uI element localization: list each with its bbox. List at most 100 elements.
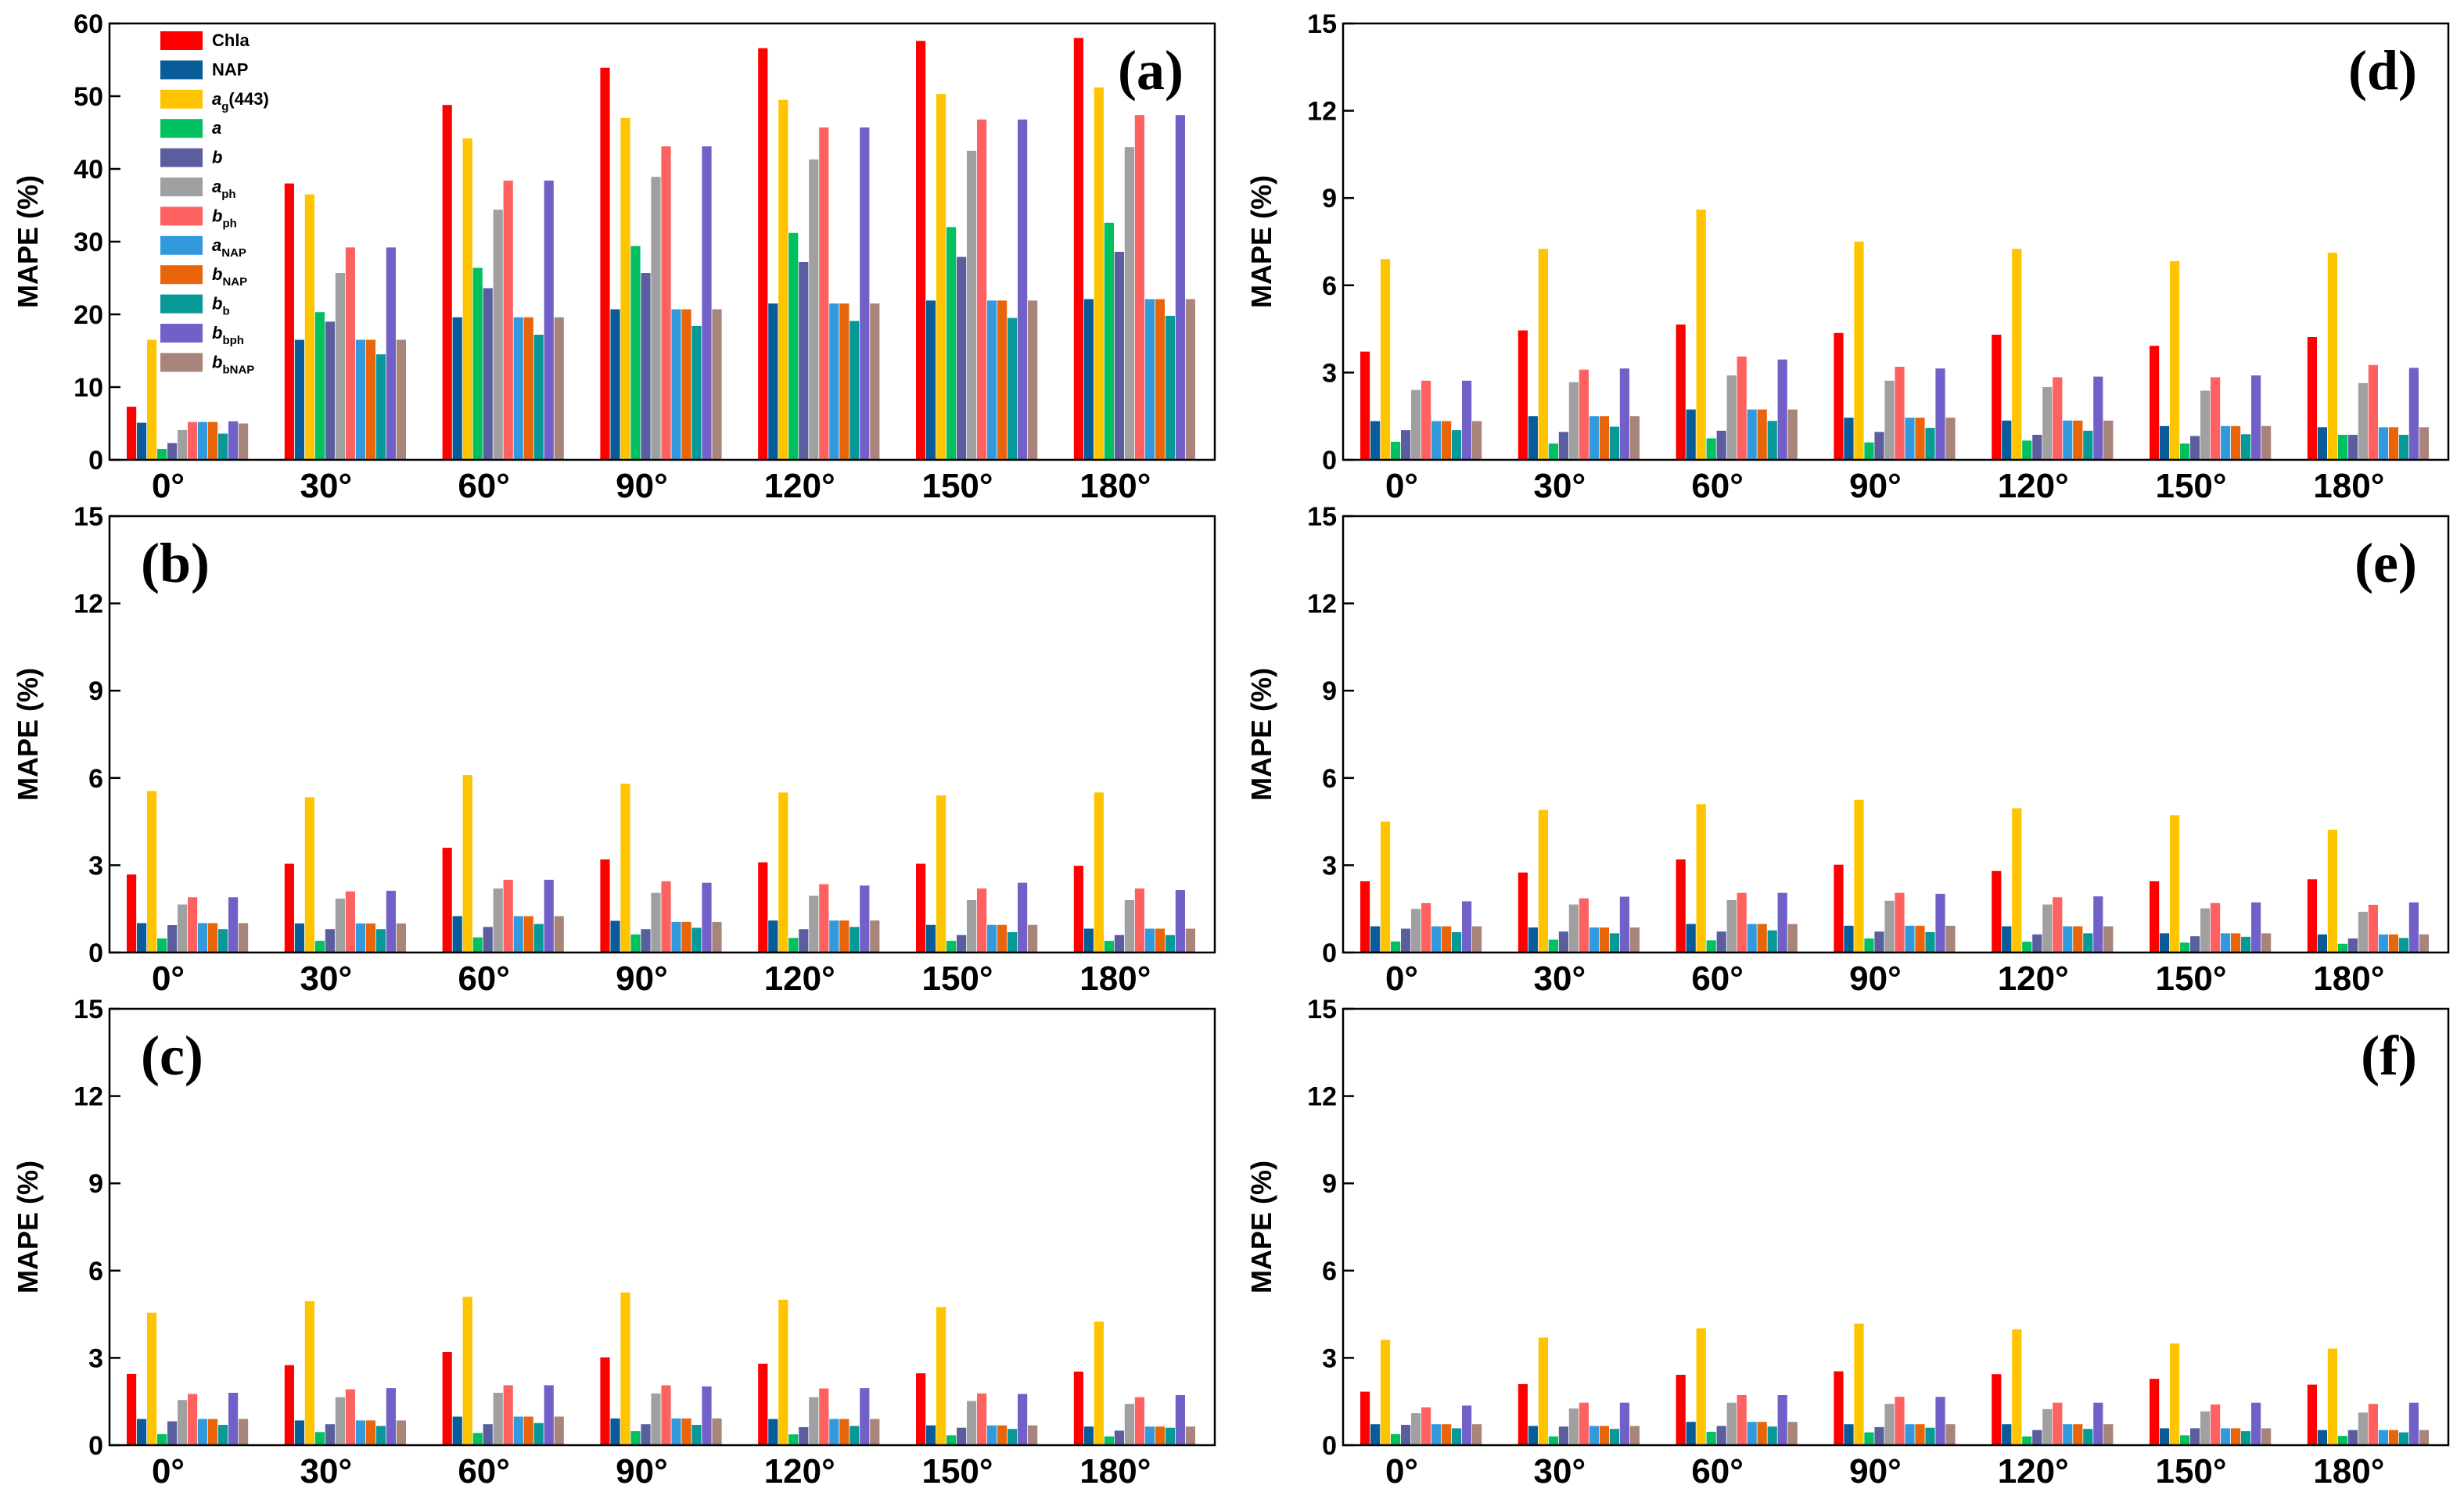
bar-b_ph-150° <box>977 888 987 952</box>
bar-Chla-30° <box>1518 330 1528 460</box>
bar-b_ph-180° <box>2368 905 2378 952</box>
bar-NAP-90° <box>610 920 620 952</box>
bar-a_NAP-30° <box>1589 1426 1599 1445</box>
bar-b_bph-120° <box>860 1388 870 1445</box>
panel-label: (e) <box>2354 532 2417 594</box>
bar-b_ph-90° <box>1895 367 1905 460</box>
bar-Chla-180° <box>1073 38 1083 461</box>
bar-b-30° <box>325 1424 335 1445</box>
bar-a_g(443)-120° <box>2012 249 2022 460</box>
bar-a_ph-30° <box>335 273 345 460</box>
legend: Chla NAP ag(443) ab aph bph aNAP bNAP bb bbph bbNA… <box>160 30 269 376</box>
bar-b_bph-90° <box>702 1386 712 1445</box>
bar-a_g(443)-30° <box>1538 249 1548 460</box>
x-tick-label: 90° <box>1849 1452 1902 1491</box>
legend-swatch-NAP <box>160 60 203 80</box>
bar-a_ph-30° <box>1568 1408 1579 1445</box>
bar-a_NAP-120° <box>829 303 839 460</box>
bar-a_ph-150° <box>967 1401 977 1445</box>
bar-b_bNAP-0° <box>239 923 249 952</box>
x-tick-label: 150° <box>2155 960 2226 998</box>
bar-b-150° <box>2190 1428 2200 1445</box>
x-tick-label: 120° <box>764 467 835 505</box>
bar-b_NAP-120° <box>839 920 849 952</box>
bar-b_bph-30° <box>386 891 396 952</box>
bar-b_bNAP-30° <box>1629 927 1640 952</box>
legend-label-b_NAP: bNAP <box>212 264 247 289</box>
bar-b_b-150° <box>2241 1431 2251 1445</box>
bar-a-60° <box>472 937 483 952</box>
bar-a_ph-60° <box>1726 900 1737 952</box>
bar-a_ph-120° <box>2042 387 2053 460</box>
x-tick-label: 60° <box>1691 467 1744 505</box>
bar-a_ph-150° <box>2200 390 2211 460</box>
bar-a_NAP-150° <box>2221 1428 2231 1445</box>
y-tick-label: 6 <box>88 764 103 794</box>
bar-a_ph-150° <box>967 900 977 952</box>
y-tick-label: 12 <box>74 590 103 619</box>
bar-a_ph-120° <box>809 895 819 952</box>
x-tick-label: 120° <box>1998 1452 2069 1491</box>
bar-b_bNAP-120° <box>2103 926 2114 952</box>
bar-a_NAP-180° <box>1144 1426 1155 1445</box>
bar-a_NAP-150° <box>2221 425 2231 460</box>
bar-b_bNAP-30° <box>396 923 406 952</box>
bar-NAP-120° <box>2002 926 2012 952</box>
bar-a_NAP-150° <box>987 924 997 952</box>
bar-b_ph-90° <box>1895 1397 1905 1445</box>
bar-b_b-0° <box>218 433 228 460</box>
bar-NAP-30° <box>294 339 304 460</box>
bar-Chla-150° <box>916 41 926 461</box>
x-tick-label: 30° <box>1534 1452 1586 1491</box>
bar-b_bph-90° <box>702 882 712 952</box>
bar-a_g(443)-60° <box>462 138 472 460</box>
bar-a-180° <box>2337 435 2347 460</box>
bar-b_b-60° <box>1767 930 1777 952</box>
bar-b_NAP-180° <box>2388 1430 2398 1445</box>
bar-a_g(443)-0° <box>1381 821 1391 952</box>
bar-a_ph-60° <box>1726 375 1737 460</box>
x-tick-label: 150° <box>921 960 993 998</box>
bar-b_ph-30° <box>345 247 355 460</box>
bar-b-0° <box>167 443 178 460</box>
bar-a_ph-180° <box>2358 1412 2368 1445</box>
bar-NAP-0° <box>1370 1424 1381 1445</box>
bar-a-150° <box>946 1435 957 1445</box>
bar-b_b-60° <box>1767 421 1777 460</box>
legend-label-NAP: NAP <box>212 59 248 79</box>
legend-swatch-b <box>160 148 203 167</box>
bar-a_NAP-0° <box>1431 421 1442 460</box>
bar-b_ph-120° <box>2053 897 2063 952</box>
bar-b_b-180° <box>2398 1432 2408 1445</box>
y-tick-label: 10 <box>74 373 103 403</box>
bar-a-30° <box>1548 443 1558 460</box>
bar-b_ph-180° <box>1134 115 1144 460</box>
bar-a-120° <box>2022 942 2032 952</box>
x-tick-label: 60° <box>458 467 510 505</box>
bar-b_b-180° <box>1165 1427 1175 1445</box>
bar-a_ph-90° <box>1884 380 1895 460</box>
x-tick-label: 180° <box>2313 467 2384 505</box>
bar-a_NAP-120° <box>2063 926 2073 952</box>
y-tick-label: 9 <box>88 676 103 706</box>
bar-b_ph-180° <box>2368 364 2378 460</box>
bar-b_b-180° <box>1165 935 1175 952</box>
bar-NAP-120° <box>768 303 778 460</box>
bar-NAP-90° <box>610 309 620 460</box>
bar-a_ph-120° <box>2042 1408 2053 1445</box>
bar-a-60° <box>472 1433 483 1445</box>
x-tick-label: 150° <box>921 467 993 505</box>
plot-frame <box>108 1007 1216 1447</box>
bar-b_ph-120° <box>2053 377 2063 460</box>
y-tick-label: 12 <box>1307 590 1337 619</box>
bar-b_bph-120° <box>2093 1402 2103 1445</box>
bar-Chla-60° <box>1676 1375 1686 1445</box>
bar-b-0° <box>1401 1425 1411 1445</box>
bar-a_g(443)-90° <box>1854 242 1864 460</box>
bar-b_ph-180° <box>1134 888 1144 952</box>
bar-NAP-0° <box>137 422 147 460</box>
bar-a_ph-0° <box>1411 909 1421 952</box>
bar-b_bNAP-120° <box>2103 420 2114 460</box>
bar-a_g(443)-90° <box>1854 1323 1864 1445</box>
